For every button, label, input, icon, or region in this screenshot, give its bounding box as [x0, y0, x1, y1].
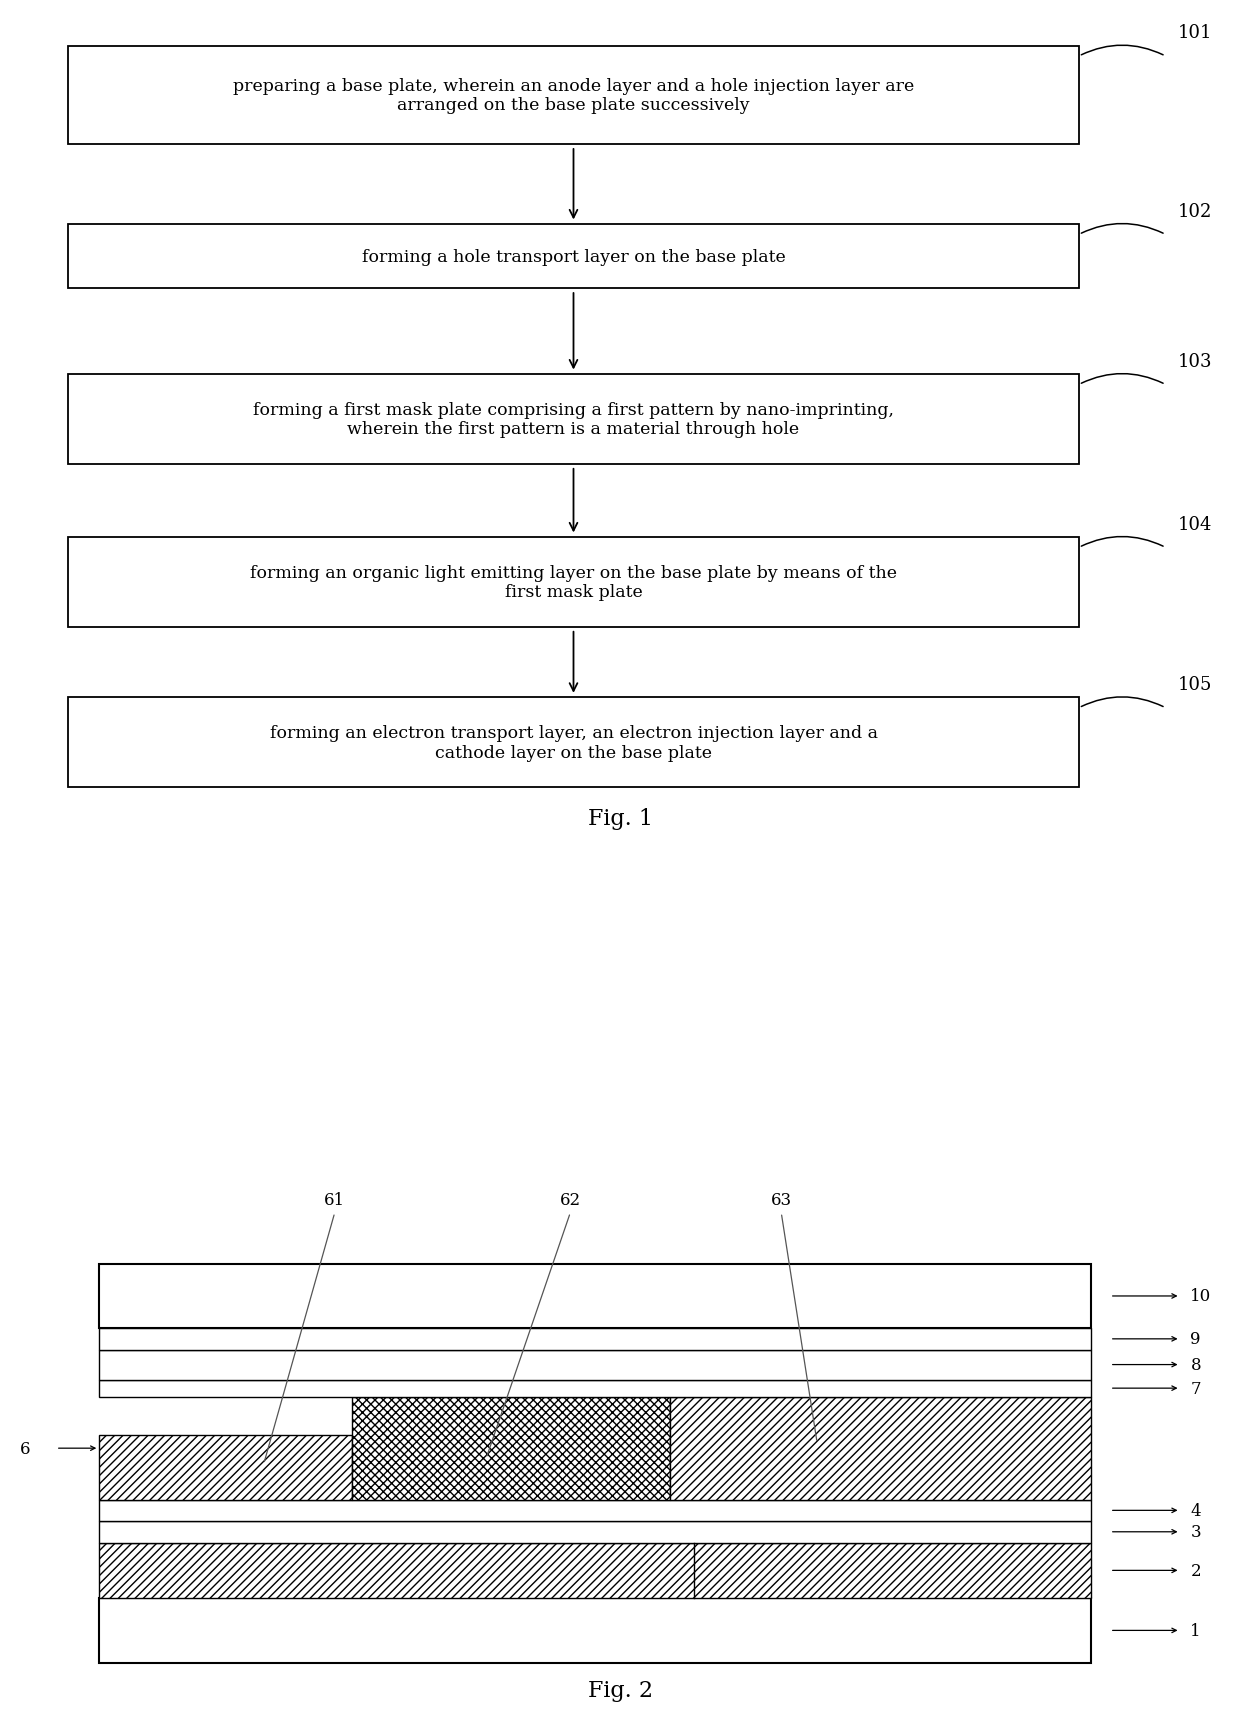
- Bar: [68, 46, 1079, 146]
- Text: 2: 2: [1190, 1561, 1202, 1579]
- Text: forming an electron transport layer, an electron injection layer and a
cathode l: forming an electron transport layer, an …: [269, 725, 878, 761]
- Bar: [99, 1351, 1091, 1380]
- Text: 1: 1: [1190, 1621, 1202, 1639]
- Text: preparing a base plate, wherein an anode layer and a hole injection layer are
ar: preparing a base plate, wherein an anode…: [233, 77, 914, 115]
- Bar: [99, 1435, 352, 1500]
- Bar: [99, 1328, 1091, 1351]
- Bar: [68, 225, 1079, 290]
- Text: 61: 61: [324, 1191, 346, 1208]
- Bar: [99, 1522, 1091, 1543]
- Bar: [99, 1380, 1091, 1397]
- Text: 4: 4: [1190, 1501, 1202, 1519]
- Text: forming a hole transport layer on the base plate: forming a hole transport layer on the ba…: [362, 249, 785, 266]
- Text: Fig. 1: Fig. 1: [588, 807, 652, 830]
- Bar: [670, 1397, 1091, 1500]
- Text: Fig. 2: Fig. 2: [588, 1680, 652, 1700]
- Bar: [99, 1543, 1091, 1597]
- Text: 3: 3: [1190, 1524, 1202, 1541]
- Text: 102: 102: [1178, 202, 1213, 221]
- Text: forming an organic light emitting layer on the base plate by means of the
first : forming an organic light emitting layer …: [250, 564, 897, 602]
- Text: 103: 103: [1178, 353, 1213, 370]
- Text: 105: 105: [1178, 675, 1213, 694]
- Text: 63: 63: [770, 1191, 792, 1208]
- Bar: [68, 698, 1079, 788]
- Text: 10: 10: [1190, 1287, 1211, 1304]
- Text: 6: 6: [20, 1440, 30, 1457]
- Text: 7: 7: [1190, 1380, 1202, 1397]
- Text: 104: 104: [1178, 516, 1213, 533]
- Text: 101: 101: [1178, 24, 1213, 43]
- Bar: [68, 538, 1079, 627]
- Text: 62: 62: [559, 1191, 582, 1208]
- Text: 8: 8: [1190, 1356, 1202, 1373]
- Bar: [352, 1397, 670, 1500]
- Text: 9: 9: [1190, 1330, 1200, 1347]
- Bar: [99, 1265, 1091, 1328]
- Bar: [99, 1597, 1091, 1663]
- Bar: [99, 1500, 1091, 1522]
- Bar: [68, 375, 1079, 464]
- Text: forming a first mask plate comprising a first pattern by nano-imprinting,
wherei: forming a first mask plate comprising a …: [253, 401, 894, 439]
